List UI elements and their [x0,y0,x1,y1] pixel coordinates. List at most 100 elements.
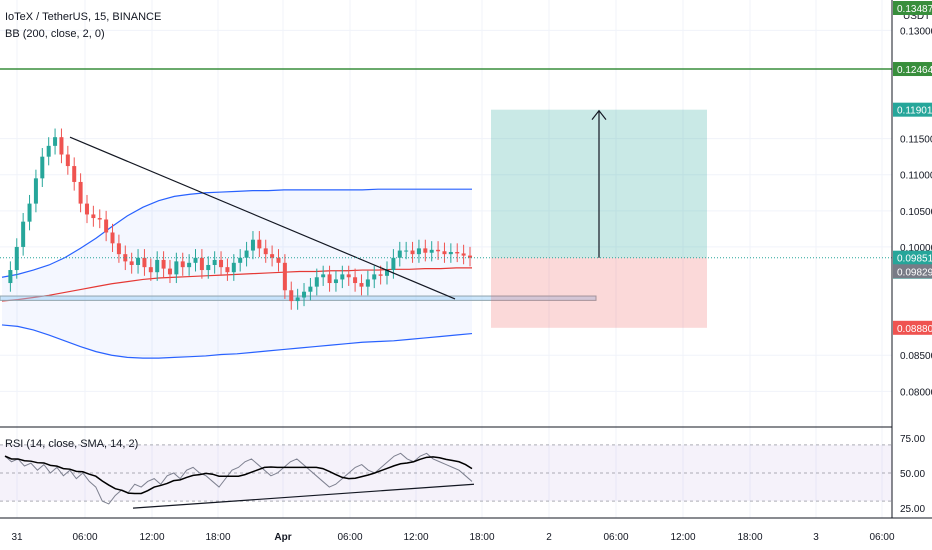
bb-fill [2,189,472,359]
candle-body-33 [212,259,217,265]
time-tick-1: 06:00 [72,532,97,543]
price-tag-bg-3 [893,250,932,265]
price-tick-1: 0.11500 [900,135,932,146]
price-tag-1: 0.12464 [897,65,932,76]
candle-body-31 [199,257,204,271]
candle-body-8 [53,137,58,146]
candle-body-64 [410,250,415,255]
candle-body-42 [270,254,275,258]
candle-body-2 [14,246,19,271]
price-tag-0: 0.13487 [897,4,932,15]
bb-lower-line [1,324,473,359]
candle-body-10 [65,154,70,167]
candle-body-3 [21,221,26,247]
price-tag-5: 0.09829 [897,267,932,278]
target-arrow-head [591,109,607,121]
currency-label: USDT [903,11,930,22]
candle-body-4 [27,203,32,222]
candle-body-73 [468,255,472,258]
candle-body-40 [257,239,262,249]
candle-body-11 [72,166,77,182]
candle-body-15 [97,218,102,220]
symbol-legend: IoTeX / TetherUS, 15, BINANCE [5,11,162,23]
candle-body-47 [302,291,307,298]
candle-body-25 [161,259,166,269]
price-tag-bg-2 [893,102,932,117]
candle-body-59 [378,274,383,276]
rsi-tick-0: 75.00 [900,434,925,445]
candle-body-51 [327,274,332,284]
time-tick-12: 3 [813,532,819,543]
candle-body-72 [461,253,466,256]
rsi-tick-2: 25.00 [900,504,925,515]
candle-body-63 [404,250,409,252]
candle-body-69 [442,251,447,255]
candle-body-52 [333,279,338,284]
price-tag-bg-0 [893,1,932,15]
candle-body-39 [250,239,255,251]
candle-body-29 [187,262,192,268]
candle-body-5 [33,178,38,204]
candle-body-7 [46,145,51,157]
candle-body-68 [436,249,441,252]
candle-body-26 [167,268,172,275]
candle-body-19 [123,254,128,262]
candle-body-21 [136,257,141,265]
candle-body-28 [180,261,185,268]
candle-body-6 [40,156,45,179]
rsi-tick-1: 50.00 [900,469,925,480]
candle-body-14 [91,214,96,219]
candle-body-44 [282,262,287,291]
candle-body-16 [104,219,109,233]
price-tick-2: 0.11000 [900,171,932,182]
price-tag-3: 0.09851 [897,254,932,265]
rsi-line [4,452,473,505]
time-tick-8: 2 [546,532,552,543]
candle-body-37 [238,257,243,263]
candle-body-18 [116,243,121,255]
candle-body-27 [174,261,179,275]
rsi-ma-line [4,455,473,495]
candle-body-41 [263,248,268,255]
candle-body-62 [397,250,402,258]
time-tick-11: 18:00 [737,532,762,543]
rsi-trendline [132,483,475,509]
price-tag-bg-1 [893,62,932,77]
candle-body-23 [148,267,153,273]
time-tick-2: 12:00 [139,532,164,543]
time-tick-10: 12:00 [670,532,695,543]
time-tick-3: 18:00 [205,532,230,543]
candle-body-60 [385,270,390,276]
candle-body-48 [308,286,313,292]
candle-body-58 [372,274,377,280]
candle-body-45 [289,290,294,302]
candle-body-67 [429,249,434,253]
price-tag-bg-5 [893,264,932,279]
candle-body-43 [276,257,281,263]
candle-body-61 [391,257,396,271]
candle-body-9 [59,137,64,155]
candle-body-56 [359,283,364,287]
bb-legend: BB (200, close, 2, 0) [5,28,105,40]
candle-body-20 [129,261,134,265]
position-loss-zone [491,257,707,328]
candle-body-36 [231,262,236,273]
candle-body-55 [353,277,358,284]
candle-body-71 [455,251,460,254]
candle-body-1 [8,270,13,284]
candle-body-53 [340,274,345,280]
time-tick-5: 06:00 [337,532,362,543]
trendline [69,136,456,300]
price-tag-bg-6 [893,320,932,335]
candle-body-65 [416,248,421,255]
candle-body-66 [423,248,428,253]
time-tick-6: 12:00 [403,532,428,543]
time-tick-0: 31 [11,532,23,543]
price-tick-6: 0.08000 [900,387,932,398]
candle-body-54 [346,274,351,278]
candle-body-57 [365,279,370,287]
candle-body-30 [193,257,198,263]
candle-body-34 [219,259,224,268]
